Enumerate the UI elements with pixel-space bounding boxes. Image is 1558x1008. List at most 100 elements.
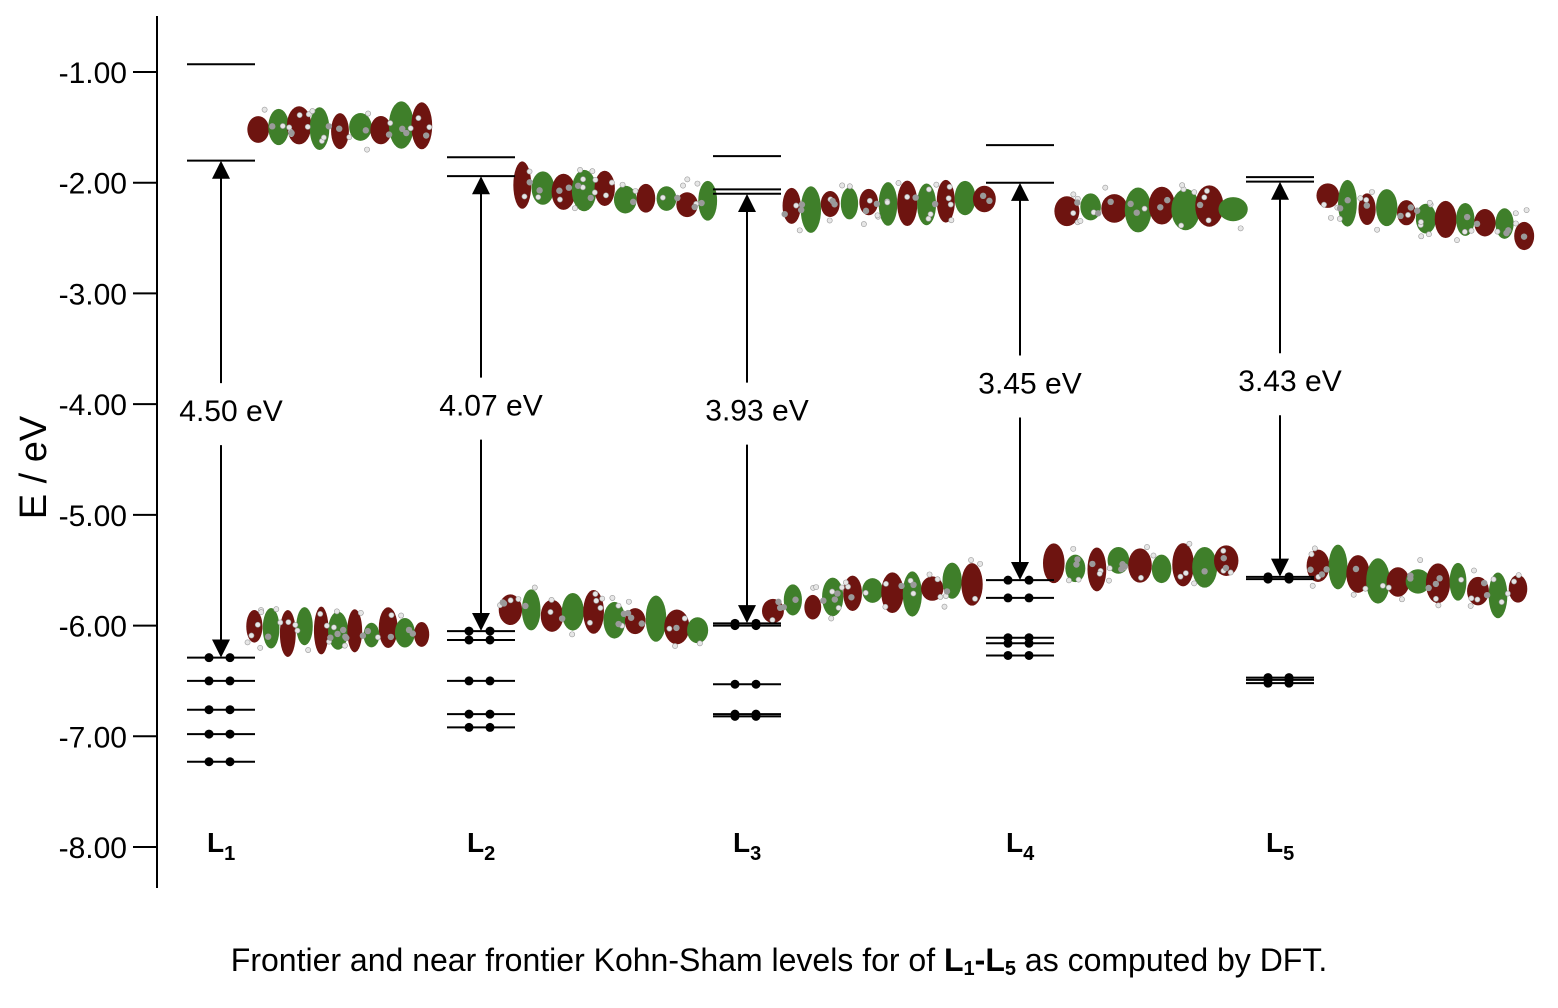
atom-carbon <box>526 179 533 186</box>
orbital-lobe <box>1358 193 1376 226</box>
atom-carbon <box>1397 212 1404 220</box>
atom-hydrogen <box>1363 197 1370 203</box>
orbital-lobe <box>328 611 348 650</box>
electron-dot <box>730 621 740 631</box>
atom-hydrogen <box>572 205 578 212</box>
electron-dot <box>225 705 235 715</box>
atom-hydrogen <box>1379 582 1386 589</box>
atom-hydrogen <box>608 179 615 186</box>
atom-hydrogen <box>1426 199 1433 206</box>
atom-hydrogen <box>1426 231 1432 238</box>
orbital-lobe <box>296 607 313 646</box>
atom-hydrogen <box>323 622 330 629</box>
orbital-lobe <box>804 594 822 620</box>
atom-carbon <box>1074 556 1081 563</box>
atom-hydrogen <box>972 595 978 602</box>
atom-hydrogen <box>557 196 563 203</box>
orbital-lobe <box>820 191 840 218</box>
atom-carbon <box>862 207 870 215</box>
atom-carbon <box>1157 204 1164 211</box>
atom-carbon <box>797 206 805 214</box>
atom-hydrogen <box>829 588 836 595</box>
atom-hydrogen <box>1468 227 1475 234</box>
atom-hydrogen <box>1350 591 1357 598</box>
orbital-lobe <box>349 113 372 141</box>
orbital-lobe <box>1218 197 1248 222</box>
orbital-lobe <box>262 608 280 649</box>
caption-prefix: Frontier and near frontier Kohn-Sham lev… <box>230 942 944 978</box>
atom-hydrogen <box>907 577 914 584</box>
electron-dot <box>204 729 214 739</box>
electron-dot <box>751 621 761 631</box>
atom-carbon <box>873 200 881 208</box>
atom-hydrogen <box>1191 189 1198 196</box>
electron-dot <box>225 729 235 739</box>
atom-carbon <box>620 610 628 618</box>
electron-dot <box>1024 650 1034 660</box>
atom-hydrogen <box>305 111 312 118</box>
atom-hydrogen <box>1474 596 1481 603</box>
orbital-lobe <box>972 185 996 213</box>
orbital-lobe <box>1508 574 1528 603</box>
atom-hydrogen <box>248 632 255 639</box>
atom-carbon <box>339 626 347 634</box>
orbital-lobe <box>268 108 290 146</box>
gap-label: 3.93 eV <box>705 395 808 428</box>
atom-carbon <box>362 127 370 134</box>
orbital-lobe <box>1328 544 1348 590</box>
atom-hydrogen <box>309 108 316 114</box>
atom-hydrogen <box>1201 194 1208 201</box>
orbital-lobe <box>1101 194 1128 223</box>
atom-hydrogen <box>1471 567 1477 574</box>
energy-level-chart: -1.00 -2.00 -3.00 -4.00 -5.00 -6.00 -7.00 -8.00… <box>13 16 1535 888</box>
atom-hydrogen <box>296 112 303 118</box>
electron-dot <box>464 635 474 645</box>
compound-label: L3 <box>733 827 761 865</box>
atom-carbon <box>403 129 410 137</box>
electron-dot <box>1003 650 1013 660</box>
atom-hydrogen <box>842 579 849 586</box>
electron-dot <box>1263 678 1273 688</box>
atom-hydrogen <box>292 622 299 628</box>
orbital-lobe <box>676 192 698 218</box>
atom-hydrogen <box>426 124 433 131</box>
atom-carbon <box>364 627 372 635</box>
atom-hydrogen <box>597 605 604 611</box>
electron-dot <box>1003 593 1013 603</box>
orbital-lobe <box>862 578 883 603</box>
orbital-lobe <box>1434 200 1457 238</box>
lumo-isosurface-L5 <box>1316 179 1535 251</box>
atom-carbon <box>1220 554 1227 562</box>
atom-hydrogen <box>796 227 803 234</box>
atom-carbon <box>1164 196 1171 204</box>
atom-carbon <box>775 598 782 606</box>
atom-hydrogen <box>884 199 891 206</box>
orbital-lobe <box>1214 545 1239 576</box>
atom-hydrogen <box>257 644 264 651</box>
atom-hydrogen <box>1070 545 1077 552</box>
electron-dot <box>225 757 235 767</box>
atom-carbon <box>1436 575 1443 582</box>
atom-hydrogen <box>1102 184 1109 191</box>
atom-carbon <box>1432 580 1440 588</box>
atom-hydrogen <box>1458 576 1465 583</box>
orbital-lobe <box>1151 554 1172 584</box>
atom-hydrogen <box>1220 547 1227 554</box>
atom-hydrogen <box>531 584 538 591</box>
orbital-lobe <box>921 576 944 601</box>
atom-hydrogen <box>925 215 932 222</box>
electron-dot <box>464 626 474 636</box>
atom-carbon <box>574 182 582 189</box>
atom-carbon <box>269 123 276 130</box>
lumo-isosurface-L4 <box>1054 182 1248 233</box>
electron-dot <box>225 676 235 686</box>
atom-hydrogen <box>398 612 405 619</box>
atom-hydrogen <box>1141 205 1148 212</box>
electron-dot <box>1003 638 1013 648</box>
atom-hydrogen <box>407 125 414 132</box>
atom-carbon <box>1413 207 1421 214</box>
atom-hydrogen <box>387 120 394 126</box>
atom-carbon <box>691 203 698 211</box>
compound-label: L4 <box>1006 827 1035 865</box>
atom-hydrogen <box>593 597 600 604</box>
